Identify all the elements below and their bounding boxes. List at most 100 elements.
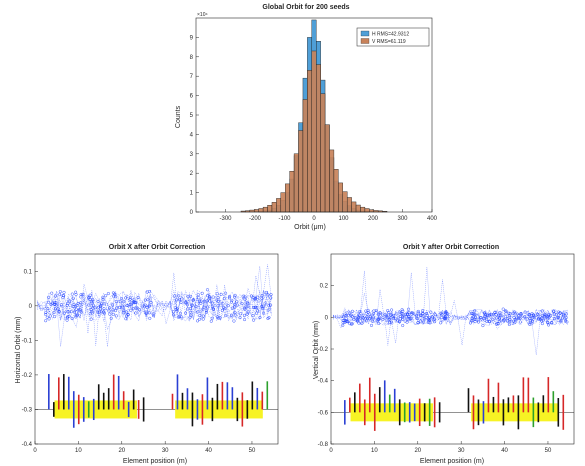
orbit-y-ylabel: Vertical Orbit (mm)	[313, 321, 320, 379]
orbit-marker	[101, 297, 105, 301]
orbit-marker	[211, 307, 215, 311]
orbit-marker	[130, 299, 134, 303]
orbit-marker	[208, 299, 212, 303]
bar-v	[311, 50, 317, 213]
orbit-marker	[97, 310, 101, 314]
orbit-trace	[36, 290, 272, 346]
orbit-marker	[368, 312, 372, 316]
orbit-marker	[204, 310, 208, 314]
orbit-marker	[122, 299, 126, 303]
orbit-marker	[401, 315, 405, 319]
orbit-marker	[87, 303, 91, 307]
orbit-marker	[53, 315, 57, 319]
legend-swatch-v	[360, 38, 370, 44]
orbit-marker	[90, 301, 94, 305]
orbit-marker	[537, 317, 541, 321]
orbit-marker	[147, 304, 151, 308]
histogram-y-exponent: ×10⁴	[197, 12, 208, 18]
lattice-magnet	[408, 402, 411, 423]
orbit-marker	[68, 299, 72, 303]
legend-label-v: V RMS=61.119	[372, 39, 406, 45]
lattice-magnet	[393, 388, 396, 413]
orbit-marker	[371, 319, 375, 323]
orbit-marker	[254, 311, 258, 315]
lattice-magnet	[261, 391, 264, 410]
orbit-marker	[184, 301, 188, 305]
orbit-marker	[90, 311, 94, 315]
orbit-marker	[171, 310, 175, 314]
orbit-trace	[37, 287, 272, 331]
bar-v	[271, 202, 277, 213]
orbit-marker	[540, 313, 544, 317]
orbit-marker	[201, 317, 205, 321]
orbit-marker	[120, 304, 124, 308]
orbit-marker	[89, 317, 93, 321]
orbit-marker	[44, 312, 48, 316]
orbit-marker	[369, 323, 374, 327]
orbit-marker	[173, 306, 177, 310]
orbit-marker	[58, 292, 62, 297]
orbit-marker	[88, 312, 92, 316]
orbit-marker	[89, 308, 93, 312]
orbit-marker	[103, 302, 107, 306]
orbit-marker	[191, 298, 195, 302]
orbit-marker	[478, 316, 482, 320]
orbit-marker	[122, 309, 126, 313]
orbit-marker	[78, 308, 82, 312]
orbit-marker	[111, 291, 115, 295]
orbit-trace	[333, 309, 568, 329]
bar-v	[316, 64, 321, 213]
orbit-marker	[233, 311, 237, 315]
orbit-marker	[47, 317, 51, 321]
legend-label-h: H RMS=42.9312	[372, 32, 409, 38]
orbit-marker	[191, 298, 196, 302]
orbit-marker	[557, 315, 561, 319]
y-tick-label: -0.6	[318, 410, 329, 416]
lattice-magnet	[171, 393, 174, 410]
orbit-marker	[251, 314, 255, 318]
orbit-marker	[540, 309, 544, 313]
orbit-marker	[90, 300, 94, 304]
orbit-marker	[386, 315, 390, 319]
lattice-magnet	[472, 395, 475, 430]
orbit-marker	[53, 307, 57, 311]
orbit-marker	[44, 311, 48, 315]
orbit-marker	[46, 300, 50, 304]
orbit-marker	[472, 317, 476, 321]
orbit-marker	[108, 312, 112, 316]
orbit-marker	[188, 310, 192, 314]
orbit-marker	[489, 312, 493, 316]
y-tick-label: 7	[190, 74, 194, 80]
orbit-marker	[422, 317, 426, 321]
orbit-marker	[211, 307, 216, 311]
orbit-marker	[404, 315, 408, 319]
orbit-marker	[102, 307, 106, 311]
orbit-marker	[552, 317, 557, 321]
orbit-marker	[501, 307, 505, 311]
orbit-marker	[483, 315, 487, 319]
y-tick-label: 5	[190, 113, 194, 119]
orbit-marker	[180, 297, 184, 301]
orbit-marker	[416, 311, 420, 315]
orbit-marker	[442, 317, 447, 321]
orbit-marker	[350, 309, 354, 313]
lattice-magnet	[344, 400, 346, 425]
orbit-marker	[229, 313, 233, 317]
orbit-marker	[227, 296, 231, 300]
orbit-marker	[211, 295, 215, 299]
orbit-marker	[70, 292, 74, 296]
orbit-marker	[552, 312, 556, 316]
orbit-marker	[124, 296, 128, 300]
orbit-marker	[125, 304, 129, 308]
orbit-marker	[262, 311, 266, 315]
orbit-marker	[353, 316, 358, 320]
orbit-marker	[71, 296, 75, 300]
lattice-magnet	[537, 402, 540, 423]
y-tick-label: 0	[29, 304, 33, 310]
orbit-marker	[505, 317, 510, 321]
orbit-marker	[419, 314, 423, 318]
orbit-marker	[111, 308, 115, 312]
orbit-marker	[99, 303, 103, 307]
orbit-marker	[387, 318, 391, 322]
orbit-marker	[443, 315, 447, 319]
